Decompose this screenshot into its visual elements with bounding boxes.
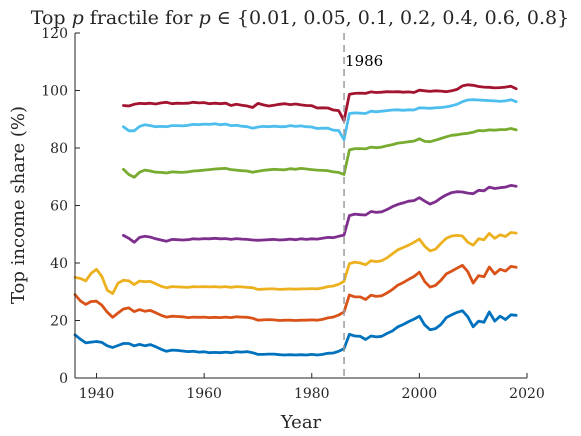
y-tick-label: 60 [50, 199, 68, 215]
series-line-3 [73, 231, 518, 295]
series-line-6 [122, 98, 518, 142]
y-ticks: 0 20 40 60 80 100 120 [41, 26, 80, 387]
x-tick-label: 2020 [509, 386, 545, 402]
x-ticks: 1940 1960 1980 2000 2020 [79, 373, 545, 402]
y-tick-label: 40 [50, 256, 68, 272]
y-tick-label: 100 [41, 84, 68, 100]
series-line-5 [122, 127, 518, 179]
x-tick-label: 1940 [79, 386, 115, 402]
x-tick-label: 2000 [402, 386, 438, 402]
y-tick-label: 20 [50, 314, 68, 330]
chart-title: Top p fractile for p ∈ {0.01, 0.05, 0.1,… [31, 7, 569, 29]
series-line-7 [122, 83, 518, 123]
axes [74, 33, 527, 379]
x-tick-label: 1980 [294, 386, 330, 402]
series-line-1 [73, 309, 518, 357]
y-tick-label: 0 [59, 371, 68, 387]
y-tick-label: 120 [41, 26, 68, 42]
break-year-label: 1986 [345, 52, 383, 70]
series-line-2 [73, 263, 518, 322]
x-axis-label: Year [280, 412, 322, 433]
series-line-4 [122, 183, 518, 244]
plot-lines [73, 83, 518, 357]
y-axis-label: Top income share (%) [8, 106, 29, 304]
x-tick-label: 1960 [186, 386, 222, 402]
y-tick-label: 80 [50, 141, 68, 157]
